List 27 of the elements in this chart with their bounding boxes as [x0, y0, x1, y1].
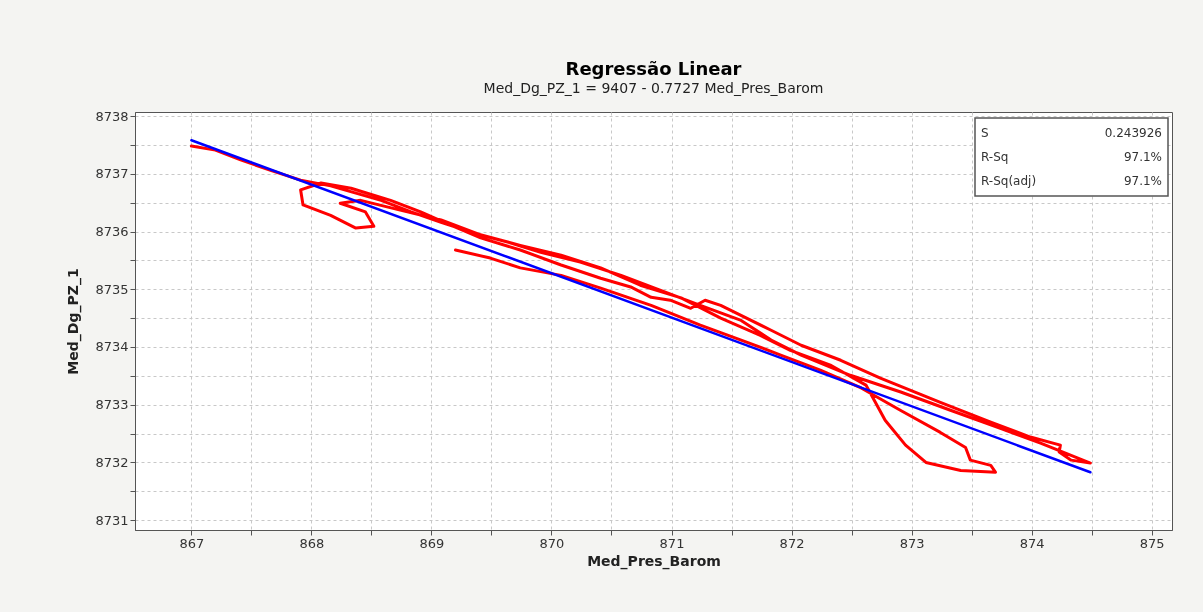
y-tick-label: 8736 [95, 224, 129, 240]
x-axis-title: Med_Pres_Barom [587, 552, 721, 570]
y-tick-label: 8738 [95, 108, 129, 124]
y-tick-label: 8735 [95, 281, 129, 297]
y-axis-title: Med_Dg_PZ_1 [65, 268, 83, 375]
chart-title: Regressão Linear [565, 58, 742, 80]
x-tick-label: 870 [539, 535, 565, 551]
x-tick-label: 867 [179, 535, 205, 551]
annotation: S [981, 126, 989, 140]
x-tick-label: 875 [1139, 535, 1165, 551]
annotation: R-Sq(adj) [981, 174, 1037, 188]
annotation: 97.1% [1123, 174, 1162, 188]
x-tick-label: 869 [419, 535, 445, 551]
chart-subtitle: Med_Dg_PZ_1 = 9407 - 0.7727 Med_Pres_Barom [483, 80, 824, 97]
y-tick-label: 8737 [95, 166, 129, 182]
x-tick-label: 872 [779, 535, 805, 551]
x-tick-label: 874 [1019, 535, 1045, 551]
annotation: 0.243926 [1104, 126, 1162, 140]
y-tick-label: 8733 [95, 397, 129, 413]
y-tick-label: 8734 [95, 339, 129, 355]
x-tick-label: 873 [899, 535, 925, 551]
annotation: R-Sq [981, 150, 1009, 164]
x-tick-label: 871 [659, 535, 685, 551]
x-tick-label: 868 [299, 535, 325, 551]
annotation: 97.1% [1123, 150, 1162, 164]
y-tick-label: 8731 [95, 512, 129, 528]
y-tick-label: 8732 [95, 454, 129, 470]
